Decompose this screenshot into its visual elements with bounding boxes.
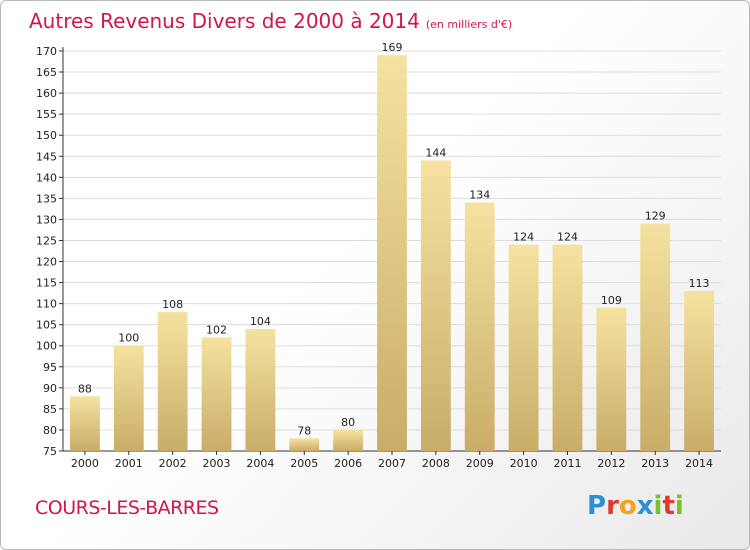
data-label: 124	[557, 231, 578, 244]
data-label: 144	[425, 146, 446, 159]
bar	[420, 160, 451, 451]
bar	[377, 55, 407, 452]
y-tick-label: 120	[36, 256, 57, 269]
logo-letter: i	[674, 491, 684, 521]
bar	[113, 345, 144, 451]
x-tick-label: 2011	[553, 457, 581, 470]
bar	[640, 223, 671, 451]
y-tick-label: 125	[36, 234, 57, 247]
x-tick-label: 2013	[641, 457, 669, 470]
x-tick-label: 2004	[246, 457, 274, 470]
x-tick-label: 2010	[510, 457, 538, 470]
x-tick-label: 2005	[290, 457, 318, 470]
logo-letter: o	[618, 491, 637, 521]
data-label: 108	[162, 298, 183, 311]
logo-letter: x	[636, 491, 654, 521]
data-label: 100	[118, 332, 139, 345]
bars	[70, 55, 714, 452]
proxiti-logo: Proxiti	[587, 491, 684, 521]
bar	[684, 291, 714, 451]
y-tick-label: 135	[36, 192, 57, 205]
data-label: 124	[513, 231, 534, 244]
data-label: 109	[601, 294, 622, 307]
chart-title: Autres Revenus Divers de 2000 à 2014 (en …	[29, 9, 512, 33]
logo-letter: r	[606, 491, 619, 521]
y-tick-label: 85	[43, 403, 57, 416]
chart-subtitle: (en milliers d'€)	[425, 18, 513, 31]
y-tick-label: 115	[36, 277, 57, 290]
y-tick-label: 170	[36, 45, 57, 58]
y-tick-label: 90	[43, 382, 57, 395]
x-tick-label: 2012	[597, 457, 625, 470]
bar	[333, 429, 364, 451]
y-tick-label: 150	[36, 129, 57, 142]
y-tick-label: 95	[43, 361, 57, 374]
labels: 75 80 85 90 95 100 105 110 115 120 125 130 135 140 145…	[36, 41, 713, 470]
x-tick-label: 2006	[334, 457, 362, 470]
x-tick-label: 2009	[466, 457, 494, 470]
data-label: 129	[645, 210, 666, 223]
y-tick-label: 130	[36, 213, 57, 226]
town-name: COURS-LES-BARRES	[35, 497, 219, 519]
y-tick-label: 75	[43, 445, 57, 458]
bar	[245, 328, 276, 451]
y-tick-label: 105	[36, 319, 57, 332]
bar	[508, 244, 539, 451]
x-tick-label: 2014	[685, 457, 713, 470]
title-text: Autres Revenus Divers de 2000 à 2014	[29, 9, 420, 33]
data-label: 169	[382, 41, 403, 54]
x-tick-label: 2003	[203, 457, 231, 470]
y-tick-label: 145	[36, 150, 57, 163]
y-tick-label: 100	[36, 340, 57, 353]
x-tick-label: 2008	[422, 457, 450, 470]
x-tick-label: 2002	[159, 457, 187, 470]
data-label: 88	[78, 382, 92, 395]
data-label: 78	[297, 424, 311, 437]
bar	[157, 312, 188, 451]
data-label: 134	[469, 189, 490, 202]
y-tick-label: 155	[36, 108, 57, 121]
data-label: 113	[689, 277, 710, 290]
x-tick-label: 2000	[71, 457, 99, 470]
bar	[70, 396, 100, 451]
bar	[552, 244, 583, 451]
x-tick-label: 2007	[378, 457, 406, 470]
data-label: 104	[250, 315, 271, 328]
logo-letter: t	[662, 491, 675, 521]
bar	[464, 202, 495, 451]
data-label: 102	[206, 323, 227, 336]
y-tick-label: 160	[36, 87, 57, 100]
y-tick-label: 80	[43, 424, 57, 437]
logo-letter: i	[653, 491, 663, 521]
y-tick-label: 140	[36, 171, 57, 184]
y-tick-label: 110	[36, 298, 57, 311]
data-label: 80	[341, 416, 355, 429]
bar	[201, 337, 232, 451]
bar	[596, 307, 627, 451]
x-tick-label: 2001	[115, 457, 143, 470]
y-tick-label: 165	[36, 66, 57, 79]
bar	[289, 438, 320, 451]
logo-letter: P	[587, 491, 607, 521]
